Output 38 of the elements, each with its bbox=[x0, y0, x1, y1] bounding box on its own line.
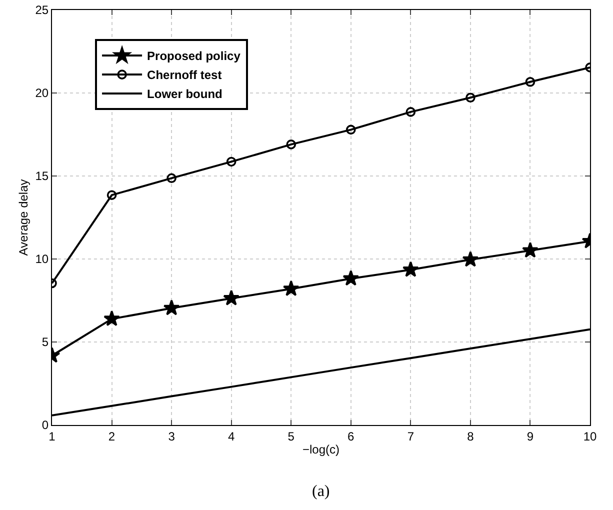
point bbox=[342, 270, 360, 286]
point bbox=[226, 156, 236, 167]
point bbox=[522, 242, 538, 258]
y-tick-label: 15 bbox=[35, 169, 49, 184]
text: (a) bbox=[312, 483, 330, 500]
legend-label: Proposed policy bbox=[147, 49, 241, 64]
x-tick-label: 10 bbox=[583, 429, 597, 444]
point bbox=[462, 251, 479, 267]
point bbox=[525, 76, 536, 87]
y-tick-label: 0 bbox=[42, 418, 49, 432]
point bbox=[286, 140, 296, 150]
point bbox=[163, 300, 180, 316]
y-tick-label: 25 bbox=[35, 3, 49, 18]
legend-label: Lower bound bbox=[147, 87, 222, 102]
x-tick-label: 4 bbox=[228, 429, 235, 444]
x-tick-label: 8 bbox=[467, 429, 474, 444]
point bbox=[282, 280, 300, 296]
x-tick-label: 3 bbox=[168, 429, 176, 444]
point bbox=[106, 190, 117, 200]
point bbox=[223, 290, 240, 306]
y-axis-title: Average delay bbox=[16, 179, 31, 256]
point bbox=[166, 173, 176, 184]
y-tick-label: 10 bbox=[35, 252, 49, 266]
x-tick-label: 6 bbox=[348, 429, 355, 444]
point bbox=[104, 310, 120, 326]
y-tick-label: 20 bbox=[35, 86, 49, 100]
point bbox=[406, 107, 416, 117]
point bbox=[346, 124, 356, 135]
x-axis-title: −log(c) bbox=[302, 442, 340, 456]
x-tick-label: 9 bbox=[526, 429, 534, 444]
legend-label: Chernoff test bbox=[147, 68, 222, 82]
point bbox=[466, 92, 476, 103]
x-tick-label: 5 bbox=[288, 429, 295, 444]
x-tick-label: 1 bbox=[48, 429, 56, 444]
point bbox=[402, 261, 419, 277]
y-tick-label: 5 bbox=[42, 335, 49, 350]
x-tick-label: 7 bbox=[407, 429, 414, 444]
x-tick-label: 2 bbox=[108, 429, 116, 444]
